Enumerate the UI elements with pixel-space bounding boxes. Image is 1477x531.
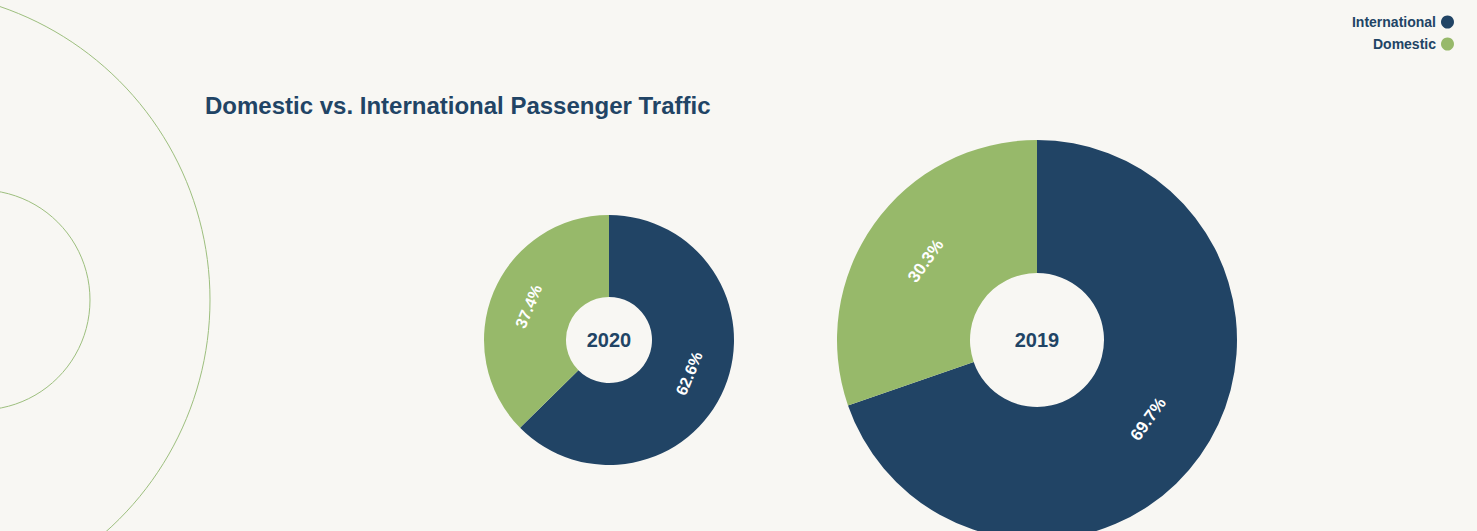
svg-text:International: International bbox=[1352, 14, 1436, 30]
svg-text:2020: 2020 bbox=[587, 329, 632, 351]
svg-text:37.4%: 37.4% bbox=[512, 282, 545, 330]
svg-text:30.3%: 30.3% bbox=[904, 236, 947, 286]
svg-text:2019: 2019 bbox=[1015, 329, 1060, 351]
svg-text:69.7%: 69.7% bbox=[1126, 394, 1169, 444]
svg-text:62.6%: 62.6% bbox=[673, 349, 706, 397]
svg-text:Domestic vs. International Pas: Domestic vs. International Passenger Tra… bbox=[205, 92, 711, 119]
svg-text:Domestic: Domestic bbox=[1373, 36, 1436, 52]
